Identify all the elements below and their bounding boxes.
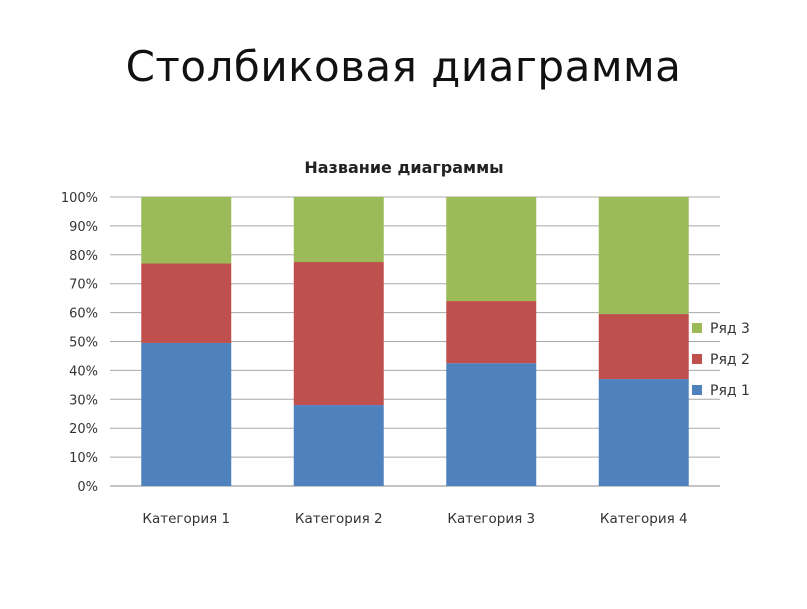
y-tick-label: 70% xyxy=(69,278,98,293)
bar-segment-series-3 xyxy=(598,197,689,315)
bar-segment-series-2 xyxy=(293,262,384,406)
bar-segment-series-1 xyxy=(141,342,232,486)
x-category-label: Категория 4 xyxy=(600,511,688,527)
bar-segment-series-1 xyxy=(598,379,689,486)
legend: Ряд 3 Ряд 2 Ряд 1 xyxy=(692,321,750,399)
x-category-label: Категория 2 xyxy=(295,511,383,527)
y-tick-label: 50% xyxy=(69,336,98,351)
y-tick-label: 60% xyxy=(69,307,98,322)
x-axis-categories: Категория 1 Категория 2 Категория 3 Категор… xyxy=(142,511,687,527)
y-tick-label: 30% xyxy=(69,393,98,408)
x-category-label: Категория 3 xyxy=(447,511,535,527)
bar-segment-series-1 xyxy=(446,363,537,486)
y-tick-label: 100% xyxy=(61,191,98,206)
y-tick-label: 20% xyxy=(69,422,98,437)
bar-segment-series-3 xyxy=(141,197,232,264)
y-tick-label: 10% xyxy=(69,451,98,466)
y-axis-ticks: 0% 10% 20% 30% 40% 50% 60% 70% 80% 90% 100% xyxy=(61,191,98,495)
y-tick-label: 80% xyxy=(69,249,98,264)
bar-segment-series-2 xyxy=(598,314,689,380)
chart-title: Название диаграммы xyxy=(304,158,503,177)
legend-swatch xyxy=(692,385,702,395)
bar-segment-series-3 xyxy=(446,197,537,302)
bar-segment-series-2 xyxy=(446,301,537,364)
bar-segment-series-2 xyxy=(141,263,232,343)
y-tick-label: 90% xyxy=(69,220,98,235)
legend-label: Ряд 2 xyxy=(710,352,750,368)
y-tick-label: 40% xyxy=(69,364,98,379)
legend-label: Ряд 1 xyxy=(710,383,750,399)
legend-label: Ряд 3 xyxy=(710,321,750,337)
legend-swatch xyxy=(692,323,702,333)
legend-swatch xyxy=(692,354,702,364)
x-category-label: Категория 1 xyxy=(142,511,230,527)
y-tick-label: 0% xyxy=(77,480,98,495)
slide-title: Столбиковая диаграмма xyxy=(125,42,682,91)
bar-segment-series-3 xyxy=(293,197,384,263)
bar-segment-series-1 xyxy=(293,405,384,486)
bars xyxy=(141,197,689,486)
